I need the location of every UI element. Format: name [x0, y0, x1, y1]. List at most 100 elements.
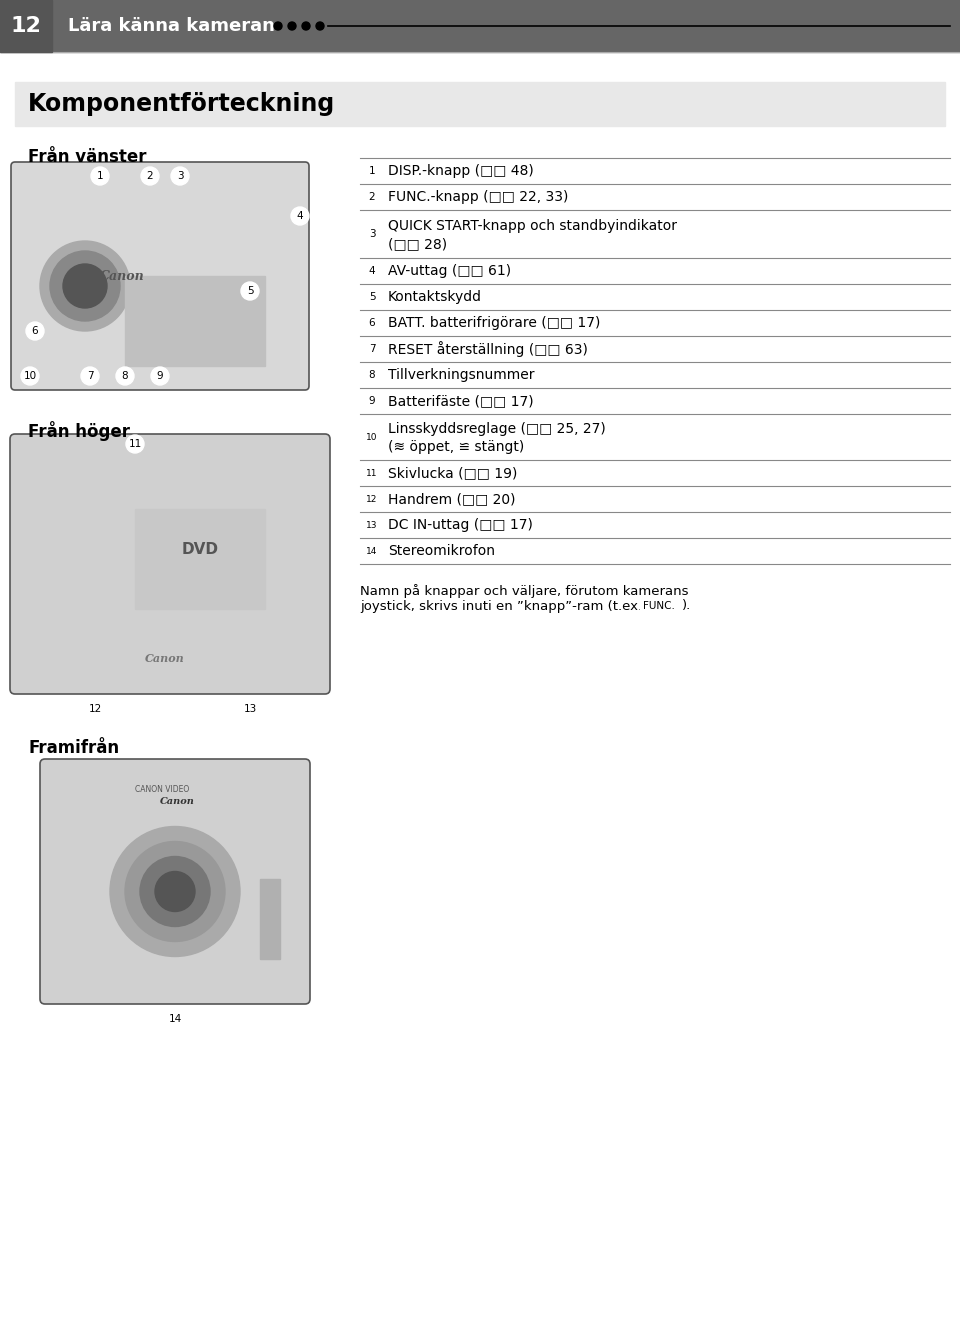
Text: 10: 10 — [23, 371, 36, 381]
Text: 1: 1 — [369, 166, 375, 176]
Text: 2: 2 — [147, 172, 154, 181]
Text: DC IN-uttag (□□ 17): DC IN-uttag (□□ 17) — [388, 517, 533, 532]
Circle shape — [50, 251, 120, 321]
Circle shape — [86, 700, 104, 718]
Text: Canon: Canon — [160, 797, 195, 807]
Text: 4: 4 — [297, 211, 303, 220]
Text: 7: 7 — [369, 345, 375, 354]
Circle shape — [364, 189, 380, 206]
Circle shape — [291, 207, 309, 224]
Text: Canon: Canon — [145, 653, 184, 664]
Text: 10: 10 — [367, 433, 377, 441]
Circle shape — [316, 22, 324, 30]
Text: Från höger: Från höger — [28, 421, 130, 441]
Text: Stereomikrofon: Stereomikrofon — [388, 544, 495, 558]
Circle shape — [364, 429, 380, 446]
Circle shape — [140, 857, 210, 927]
Text: 2: 2 — [369, 191, 375, 202]
Circle shape — [241, 282, 259, 300]
Text: 6: 6 — [369, 318, 375, 327]
Text: 4: 4 — [369, 267, 375, 276]
Circle shape — [241, 700, 259, 718]
Circle shape — [91, 168, 109, 185]
Text: FUNC.-knapp (□□ 22, 33): FUNC.-knapp (□□ 22, 33) — [388, 190, 568, 205]
Circle shape — [126, 436, 144, 453]
Circle shape — [116, 367, 134, 385]
Text: 9: 9 — [156, 371, 163, 381]
Circle shape — [364, 226, 380, 243]
Circle shape — [166, 1010, 184, 1028]
Circle shape — [63, 264, 107, 308]
Text: QUICK START-knapp och standbyindikator: QUICK START-knapp och standbyindikator — [388, 219, 677, 234]
Circle shape — [364, 314, 380, 331]
Text: 11: 11 — [367, 469, 377, 478]
Text: Batterifäste (□□ 17): Batterifäste (□□ 17) — [388, 393, 534, 408]
Text: AV-uttag (□□ 61): AV-uttag (□□ 61) — [388, 264, 511, 279]
Text: 5: 5 — [247, 286, 253, 296]
Circle shape — [288, 22, 296, 30]
Text: (□□ 28): (□□ 28) — [388, 238, 447, 251]
Circle shape — [141, 168, 159, 185]
FancyBboxPatch shape — [10, 434, 330, 694]
Text: Canon: Canon — [100, 269, 145, 282]
Text: 12: 12 — [11, 16, 41, 36]
Circle shape — [364, 289, 380, 305]
Text: 1: 1 — [97, 172, 104, 181]
Circle shape — [364, 392, 380, 409]
Circle shape — [40, 242, 130, 331]
FancyBboxPatch shape — [40, 759, 310, 1005]
Circle shape — [81, 367, 99, 385]
Bar — [260, 879, 280, 960]
Text: ).: ). — [682, 599, 691, 612]
Bar — [135, 510, 265, 609]
Text: Tillverkningsnummer: Tillverkningsnummer — [388, 368, 535, 381]
Text: 8: 8 — [122, 371, 129, 381]
Circle shape — [110, 826, 240, 957]
Circle shape — [364, 491, 380, 507]
Bar — [125, 276, 265, 366]
Circle shape — [125, 842, 225, 941]
Circle shape — [364, 341, 380, 358]
Text: Lära känna kameran: Lära känna kameran — [68, 17, 275, 36]
Text: Framifrån: Framifrån — [28, 739, 119, 756]
Text: FUNC.: FUNC. — [643, 601, 675, 611]
Text: 12: 12 — [88, 704, 102, 714]
Circle shape — [26, 322, 44, 341]
Text: 5: 5 — [369, 292, 375, 302]
Text: CANON VIDEO: CANON VIDEO — [135, 784, 189, 793]
Circle shape — [151, 367, 169, 385]
Text: 3: 3 — [369, 228, 375, 239]
Circle shape — [364, 162, 380, 180]
Circle shape — [302, 22, 310, 30]
Text: Skivlucka (□□ 19): Skivlucka (□□ 19) — [388, 466, 517, 480]
Text: joystick, skrivs inuti en ”knapp”-ram (t.ex.: joystick, skrivs inuti en ”knapp”-ram (t… — [360, 601, 642, 612]
Circle shape — [155, 871, 195, 912]
FancyBboxPatch shape — [11, 162, 309, 389]
Text: 14: 14 — [168, 1014, 181, 1024]
Text: 12: 12 — [367, 495, 377, 503]
Circle shape — [364, 516, 380, 533]
Text: DISP.-knapp (□□ 48): DISP.-knapp (□□ 48) — [388, 164, 534, 178]
Bar — [0, 0, 960, 51]
Text: Linsskyddsreglage (□□ 25, 27): Linsskyddsreglage (□□ 25, 27) — [388, 422, 606, 436]
Text: 14: 14 — [367, 546, 377, 556]
Text: Handrem (□□ 20): Handrem (□□ 20) — [388, 492, 516, 506]
Text: 13: 13 — [367, 520, 377, 529]
Text: Namn på knappar och väljare, förutom kamerans: Namn på knappar och väljare, förutom kam… — [360, 583, 688, 598]
Circle shape — [364, 263, 380, 280]
Text: DVD: DVD — [181, 541, 219, 557]
Text: 6: 6 — [32, 326, 38, 337]
Bar — [0, 0, 52, 51]
Text: RESET återställning (□□ 63): RESET återställning (□□ 63) — [388, 341, 588, 356]
Text: (≋ öppet, ≌ stängt): (≋ öppet, ≌ stängt) — [388, 440, 524, 454]
Text: 13: 13 — [244, 704, 256, 714]
Text: 3: 3 — [177, 172, 183, 181]
Text: Från vänster: Från vänster — [28, 148, 147, 166]
Circle shape — [171, 168, 189, 185]
Text: 7: 7 — [86, 371, 93, 381]
Circle shape — [274, 22, 282, 30]
Text: Kontaktskydd: Kontaktskydd — [388, 290, 482, 304]
Bar — [640, 598, 678, 614]
Text: 9: 9 — [369, 396, 375, 407]
Bar — [15, 82, 945, 125]
